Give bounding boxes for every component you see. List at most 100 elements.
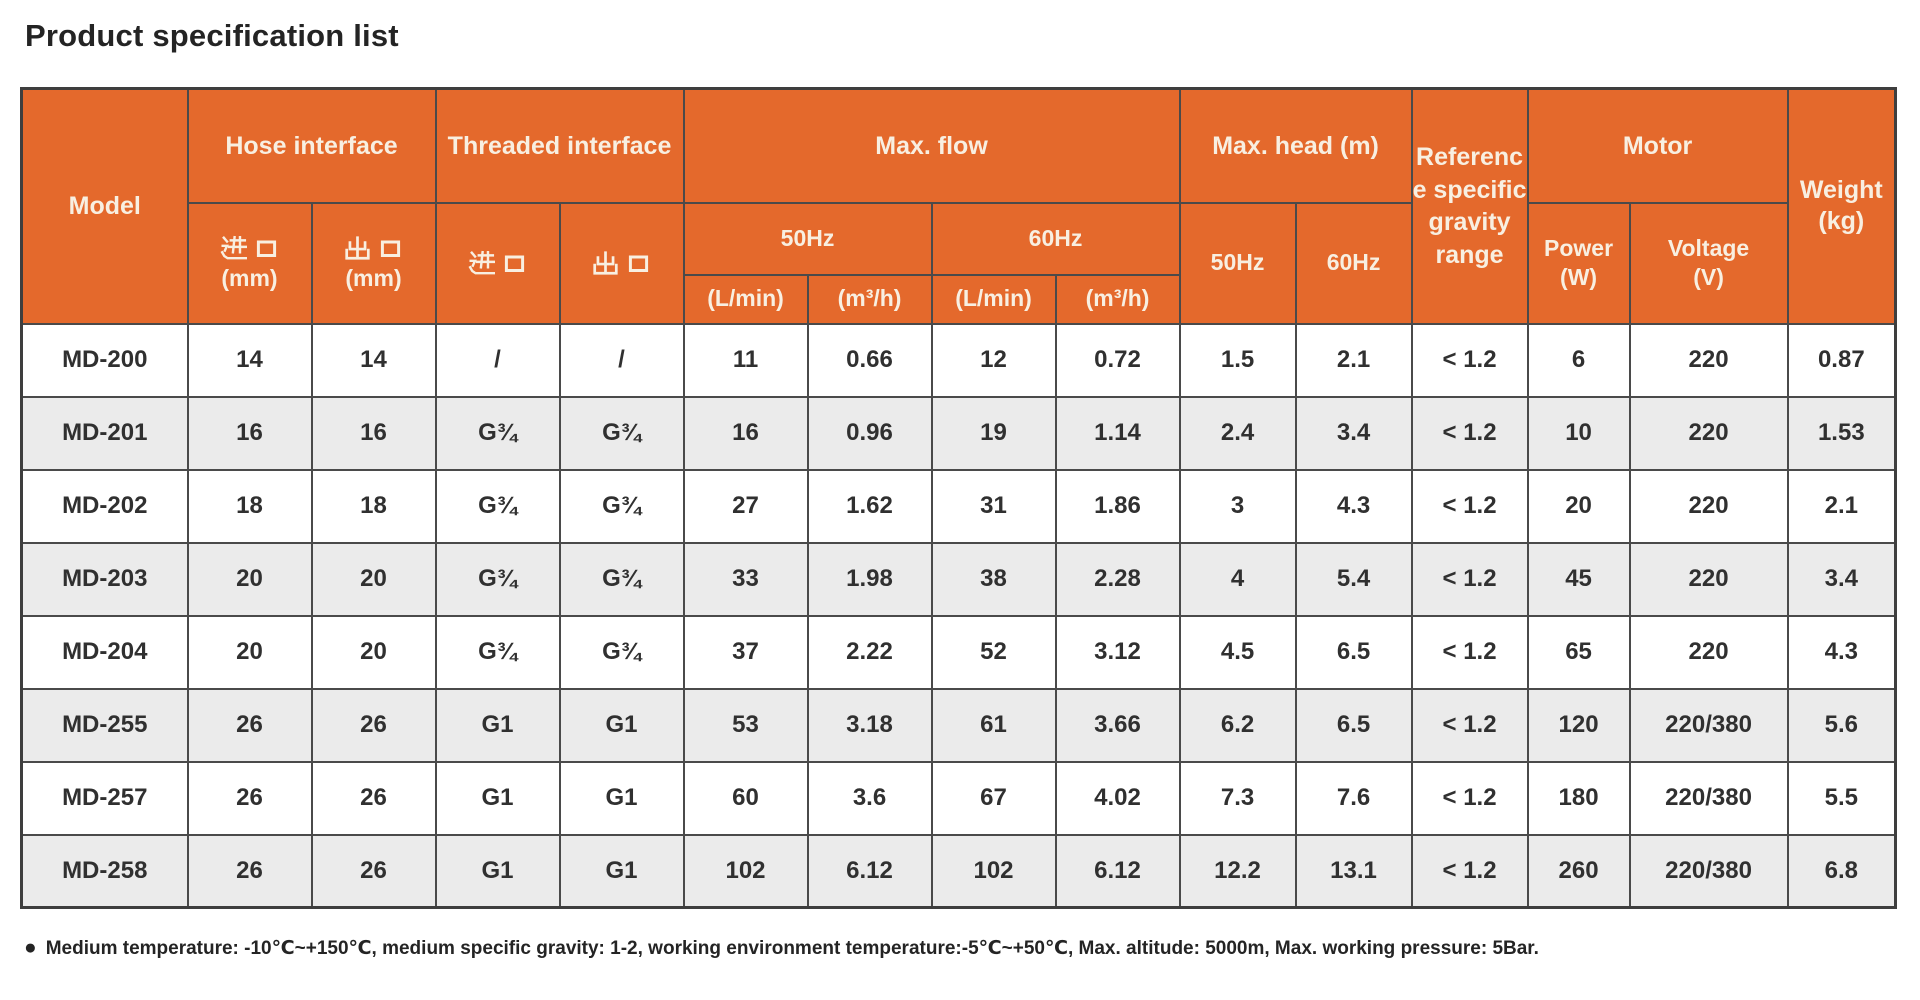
cell-f50-lmin: 60 (682, 760, 809, 836)
cell-weight: 6.8 (1786, 833, 1897, 909)
cell-head60: 6.5 (1294, 614, 1413, 690)
cell-f60-lmin: 31 (930, 468, 1057, 544)
cell-head50: 6.2 (1178, 687, 1297, 763)
cell-f60-m3h: 1.86 (1054, 468, 1181, 544)
header-power: Power (W) (1526, 201, 1631, 325)
cell-power: 20 (1526, 468, 1631, 544)
cell-f50-m3h: 0.96 (806, 395, 933, 471)
cell-f50-m3h: 1.62 (806, 468, 933, 544)
cell-hose-in: 20 (186, 614, 313, 690)
header-weight: Weight (kg) (1786, 87, 1897, 325)
header-flow-60hz: 60Hz (930, 201, 1181, 276)
cell-f50-lmin: 16 (682, 395, 809, 471)
cell-head60: 2.1 (1294, 322, 1413, 398)
page-title: Product specification list (25, 18, 399, 53)
cell-gravity: < 1.2 (1410, 760, 1529, 836)
cell-model: MD-201 (20, 395, 189, 471)
cjk-outlet-glyphs: 出口 (341, 235, 407, 262)
cell-thread-in: G1 (434, 687, 561, 763)
cell-thread-in: G¾ (434, 541, 561, 617)
footnote-text: Medium temperature: -10℃~+150℃, medium s… (45, 937, 1539, 959)
cell-model: MD-200 (20, 322, 189, 398)
cell-f60-m3h: 2.28 (1054, 541, 1181, 617)
cell-power: 260 (1526, 833, 1631, 909)
header-weight-unit: (kg) (1818, 207, 1865, 236)
cell-gravity: < 1.2 (1410, 541, 1529, 617)
cell-f60-m3h: 4.02 (1054, 760, 1181, 836)
header-thread-outlet: 出口 (558, 201, 685, 325)
cell-head50: 4 (1178, 541, 1297, 617)
cell-head60: 7.6 (1294, 760, 1413, 836)
header-hose-outlet-unit: (mm) (345, 265, 402, 291)
cell-head60: 13.1 (1294, 833, 1413, 909)
cell-head50: 7.3 (1178, 760, 1297, 836)
cell-f60-lmin: 102 (930, 833, 1057, 909)
header-flow-50hz: 50Hz (682, 201, 933, 276)
header-row-sub: 进口 (mm) 出口 (mm) 进口 出口 (22, 201, 1896, 325)
cell-model: MD-257 (20, 760, 189, 836)
cell-model: MD-204 (20, 614, 189, 690)
cell-f60-lmin: 67 (930, 760, 1057, 836)
cell-voltage: 220 (1628, 322, 1789, 398)
cell-voltage: 220/380 (1628, 833, 1789, 909)
header-row-units: (L/min) (m³/h) (L/min) (m³/h) (22, 273, 1896, 325)
cell-voltage: 220 (1628, 614, 1789, 690)
cell-f60-lmin: 19 (930, 395, 1057, 471)
cell-thread-out: G1 (558, 687, 685, 763)
cell-f60-m3h: 3.66 (1054, 687, 1181, 763)
cell-head50: 12.2 (1178, 833, 1297, 909)
cell-f60-m3h: 0.72 (1054, 322, 1181, 398)
cell-thread-out: G¾ (558, 468, 685, 544)
cell-f50-lmin: 53 (682, 687, 809, 763)
cell-hose-out: 26 (310, 687, 437, 763)
cell-hose-out: 20 (310, 541, 437, 617)
cell-power: 45 (1526, 541, 1631, 617)
cjk-inlet-glyphs: 进口 (217, 235, 283, 262)
cell-f60-m3h: 1.14 (1054, 395, 1181, 471)
cell-thread-in: G¾ (434, 468, 561, 544)
cjk-outlet-glyphs: 出口 (589, 250, 655, 277)
table-row-md-258: MD-258 26 26 G1 G1 102 6.12 102 6.12 12.… (20, 833, 1897, 909)
cell-hose-in: 18 (186, 468, 313, 544)
cell-f60-lmin: 38 (930, 541, 1057, 617)
table-row-md-204: MD-204 20 20 G¾ G¾ 37 2.22 52 3.12 4.5 6… (20, 614, 1897, 690)
cell-f50-m3h: 3.6 (806, 760, 933, 836)
cell-hose-in: 26 (186, 833, 313, 909)
cell-head60: 4.3 (1294, 468, 1413, 544)
header-50hz-lmin: (L/min) (682, 273, 809, 325)
cell-power: 65 (1526, 614, 1631, 690)
spec-table: Model Hose interface Threaded interface … (20, 87, 1898, 909)
cjk-chu-icon (592, 251, 618, 276)
cell-weight: 1.53 (1786, 395, 1897, 471)
header-hose-inlet-unit: (mm) (221, 265, 278, 291)
cell-hose-in: 20 (186, 541, 313, 617)
bullet-icon: ● (24, 936, 37, 959)
table-row-md-255: MD-255 26 26 G1 G1 53 3.18 61 3.66 6.2 6… (20, 687, 1897, 763)
cell-hose-out: 26 (310, 760, 437, 836)
cell-f50-lmin: 27 (682, 468, 809, 544)
cell-thread-out: G¾ (558, 395, 685, 471)
cell-model: MD-203 (20, 541, 189, 617)
cjk-kou-icon (628, 256, 648, 273)
cell-hose-out: 18 (310, 468, 437, 544)
cell-gravity: < 1.2 (1410, 468, 1529, 544)
table-row-md-201: MD-201 16 16 G¾ G¾ 16 0.96 19 1.14 2.4 3… (20, 395, 1897, 471)
cell-gravity: < 1.2 (1410, 833, 1529, 909)
cell-gravity: < 1.2 (1410, 687, 1529, 763)
cell-model: MD-202 (20, 468, 189, 544)
cell-thread-out: G¾ (558, 541, 685, 617)
header-voltage-unit: (V) (1693, 264, 1724, 290)
cell-f50-m3h: 2.22 (806, 614, 933, 690)
cell-f60-lmin: 61 (930, 687, 1057, 763)
cell-thread-out: G¾ (558, 614, 685, 690)
header-50hz-m3h: (m³/h) (806, 273, 933, 325)
cell-thread-in: G¾ (434, 395, 561, 471)
cell-head60: 6.5 (1294, 687, 1413, 763)
header-power-unit: (W) (1560, 264, 1598, 290)
table-row-md-202: MD-202 18 18 G¾ G¾ 27 1.62 31 1.86 3 4.3… (20, 468, 1897, 544)
cell-hose-out: 20 (310, 614, 437, 690)
cell-f60-m3h: 6.12 (1054, 833, 1181, 909)
cell-head50: 1.5 (1178, 322, 1297, 398)
cell-weight: 3.4 (1786, 541, 1897, 617)
footnote: ● Medium temperature: -10℃~+150℃, medium… (24, 936, 1539, 960)
